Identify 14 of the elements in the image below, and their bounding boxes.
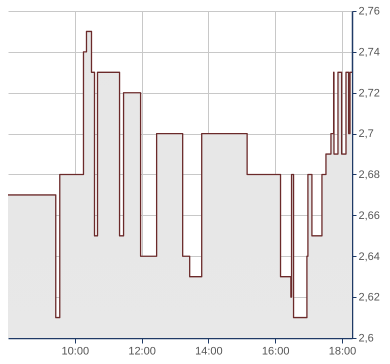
- y-tick-label: 2,66: [358, 210, 380, 222]
- x-tick-label: 12:00: [128, 346, 156, 358]
- x-tick-label: 10:00: [62, 346, 90, 358]
- y-tick-label: 2,76: [358, 6, 380, 18]
- y-tick-label: 2,64: [358, 250, 380, 263]
- x-tick-label: 18:00: [328, 346, 356, 358]
- y-tick-label: 2,6: [358, 332, 374, 344]
- y-tick-label: 2,72: [358, 87, 380, 100]
- x-tick-label: 16:00: [262, 346, 290, 358]
- x-tick-label: 14:00: [195, 346, 223, 358]
- y-tick-label: 2,62: [358, 292, 380, 304]
- y-tick-label: 2,74: [358, 46, 380, 58]
- y-tick-label: 2,68: [358, 169, 380, 181]
- y-tick-label: 2,7: [358, 128, 374, 140]
